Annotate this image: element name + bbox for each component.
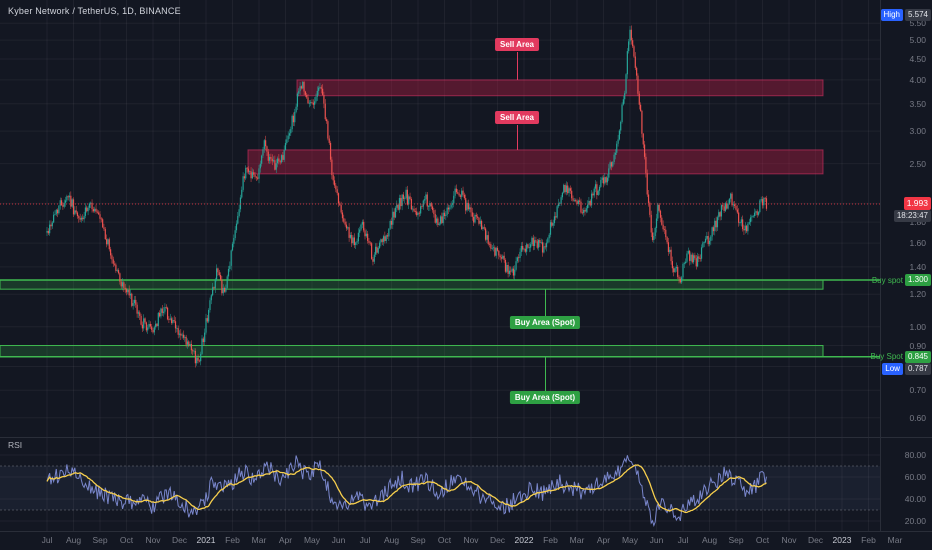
rsi-axis-label: 60.00 <box>904 472 926 482</box>
time-axis-label: Sep <box>728 535 744 545</box>
time-axis-label: May <box>621 535 639 545</box>
price-axis-label: 5.50 <box>909 18 926 29</box>
time-axis-label: Dec <box>171 535 188 545</box>
sell-zone[interactable] <box>296 79 824 97</box>
time-axis-label: Jun <box>331 535 346 545</box>
buy-callout-pointer <box>545 289 546 316</box>
current-price-badge: 1.993 <box>903 196 931 210</box>
time-axis-separator <box>0 531 932 532</box>
time-axis-label: Aug <box>65 535 82 545</box>
price-axis-border <box>880 0 881 531</box>
high-badge-value: 5.574 <box>904 9 931 21</box>
time-axis-label: Dec <box>489 535 506 545</box>
time-axis-label: Jul <box>677 535 689 545</box>
price-axis-label: 3.50 <box>909 98 926 109</box>
price-axis-label: 0.60 <box>909 412 926 423</box>
time-axis-label: Feb <box>543 535 558 545</box>
time-axis[interactable]: Jul Aug Sep Oct Nov Dec 2021 Feb Mar Apr May Jun Jul… <box>0 532 932 550</box>
time-axis-label: Nov <box>781 535 797 545</box>
rsi-pane <box>0 455 880 527</box>
price-axis-label: 3.00 <box>909 126 926 137</box>
buy-spot-axis-value: 0.845 <box>904 350 931 363</box>
time-axis-label: Dec <box>807 535 824 545</box>
price-axis-label: 0.70 <box>909 385 926 396</box>
price-axis[interactable]: 5.505.004.504.003.503.002.502.001.801.60… <box>871 0 932 531</box>
countdown-badge: 18:23:47 <box>893 209 931 222</box>
buy-callout-pointer <box>545 356 546 391</box>
rsi-axis-label: 20.00 <box>904 516 926 526</box>
sell-callout-pointer <box>517 125 518 150</box>
time-axis-label: Mar <box>251 535 267 545</box>
time-axis-label: Oct <box>755 535 770 545</box>
buy-zone[interactable] <box>0 345 824 358</box>
time-axis-label: Jul <box>359 535 371 545</box>
time-axis-label: Oct <box>119 535 134 545</box>
high-badge: High 5.574 <box>880 9 931 21</box>
sell-area-label[interactable]: Sell Area <box>495 111 539 124</box>
price-axis-label: 5.00 <box>909 35 926 46</box>
low-badge-label: Low <box>882 363 903 376</box>
price-axis-label: 1.20 <box>909 289 926 300</box>
time-axis-label: Apr <box>278 535 293 545</box>
time-axis-label: Mar <box>887 535 903 545</box>
price-axis-label: 2.50 <box>909 158 926 169</box>
time-axis-label: Feb <box>861 535 876 545</box>
price-axis-label: 1.40 <box>909 261 926 272</box>
time-axis-label: 2023 <box>832 535 852 545</box>
price-axis-label: 0.90 <box>909 340 926 351</box>
time-axis-label: May <box>303 535 321 545</box>
rsi-indicator-label[interactable]: RSI <box>8 440 23 450</box>
sell-area-label[interactable]: Sell Area <box>495 38 539 51</box>
price-axis-label: 4.50 <box>909 53 926 64</box>
time-axis-label: 2022 <box>514 535 534 545</box>
time-axis-label: Aug <box>383 535 400 545</box>
rsi-ma-series <box>46 464 767 514</box>
rsi-axis-label: 80.00 <box>904 450 926 460</box>
price-axis-label: 4.00 <box>909 74 926 85</box>
pane-separator[interactable] <box>0 437 932 438</box>
buy-spot-axis-row: Buy spot 1.300 <box>871 274 931 287</box>
time-axis-label: Apr <box>596 535 611 545</box>
grid <box>0 0 880 531</box>
time-axis-label: Nov <box>145 535 161 545</box>
time-axis-label: Feb <box>225 535 240 545</box>
time-axis-label: Jun <box>649 535 664 545</box>
candlestick-series <box>46 25 768 368</box>
price-axis-label: 1.80 <box>909 217 926 228</box>
sell-callout-pointer <box>517 52 518 80</box>
time-axis-label: Aug <box>701 535 718 545</box>
time-axis-label: Mar <box>569 535 585 545</box>
buy-area-label[interactable]: Buy Area (Spot) <box>509 316 581 329</box>
low-badge: Low 0.787 <box>882 363 931 376</box>
high-badge-label: High <box>880 9 903 21</box>
time-axis-label: 2021 <box>196 535 216 545</box>
time-axis-label: Nov <box>463 535 479 545</box>
buy-spot-axis-label: Buy Spot <box>870 352 903 362</box>
buy-spot-axis-row: Buy Spot 0.845 <box>870 350 931 363</box>
rsi-series <box>46 455 767 527</box>
buy-spot-axis-label: Buy spot <box>871 275 903 285</box>
time-axis-label: Sep <box>92 535 108 545</box>
chart-canvas[interactable] <box>0 0 932 531</box>
buy-area-label[interactable]: Buy Area (Spot) <box>509 391 581 404</box>
price-axis-label: 1.60 <box>909 238 926 249</box>
sell-zone[interactable] <box>247 149 824 175</box>
price-axis-label: 1.00 <box>909 321 926 332</box>
low-badge-value: 0.787 <box>904 363 931 376</box>
time-axis-label: Oct <box>437 535 452 545</box>
buy-spot-axis-value: 1.300 <box>904 274 931 287</box>
time-axis-label: Sep <box>410 535 426 545</box>
time-axis-label: Jul <box>41 535 53 545</box>
symbol-title[interactable]: Kyber Network / TetherUS, 1D, BINANCE <box>8 6 181 16</box>
rsi-axis-label: 40.00 <box>904 494 926 504</box>
